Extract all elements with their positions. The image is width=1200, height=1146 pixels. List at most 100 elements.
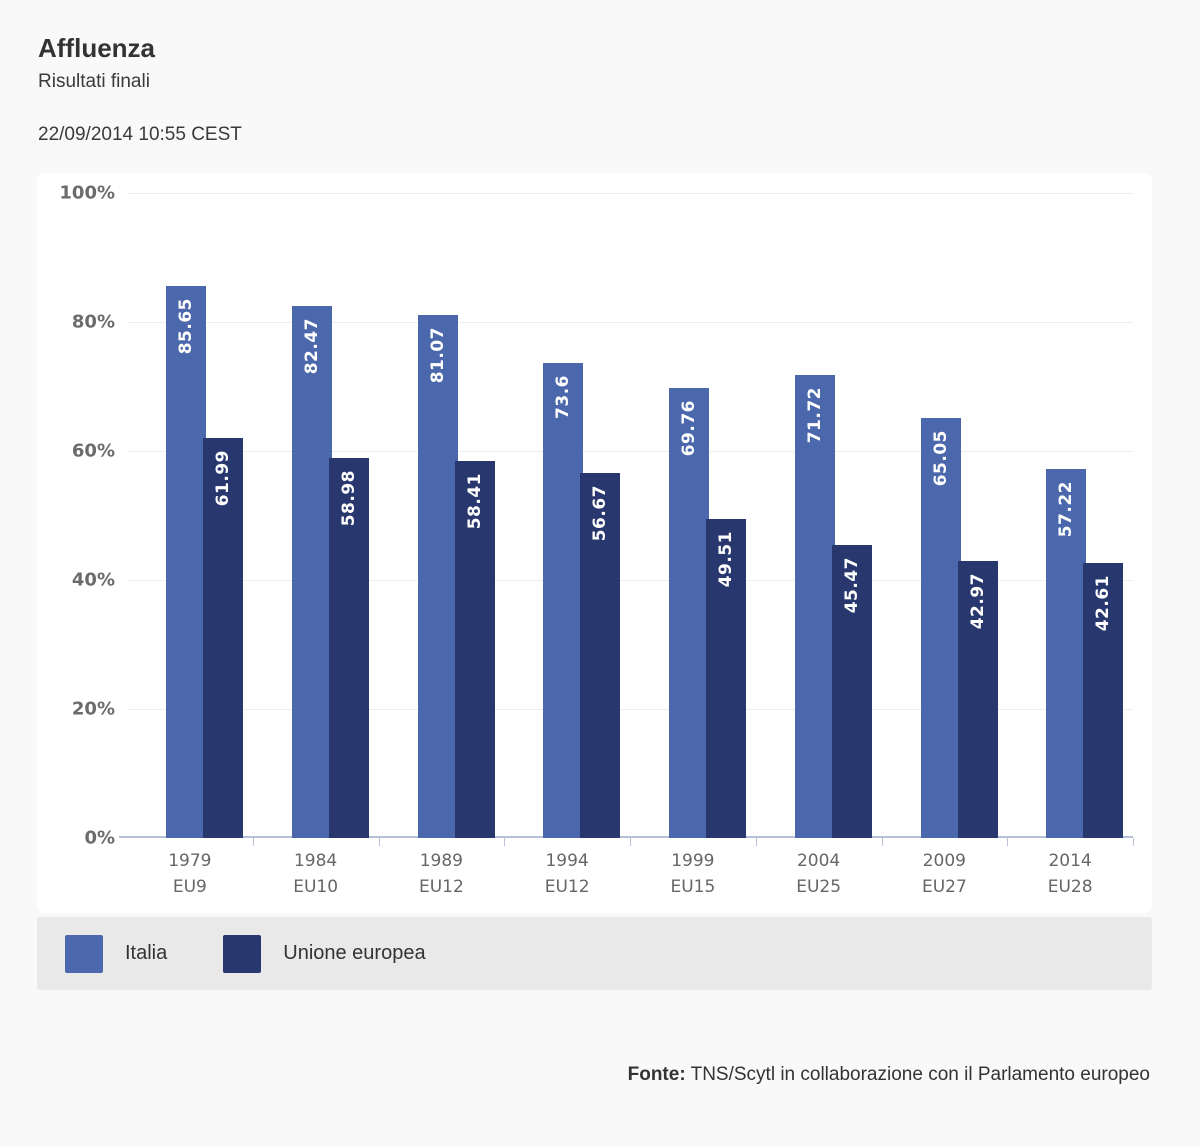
bar-unione-europea[interactable]: 42.97 — [957, 560, 998, 838]
bar-value-label: 65.05 — [930, 430, 951, 487]
timestamp: 22/09/2014 10:55 CEST — [38, 124, 242, 145]
bar-pair: 73.6 56.67 — [543, 193, 621, 838]
legend-item-italia[interactable]: Italia — [65, 934, 168, 973]
category-year-label: 1999 — [671, 851, 715, 871]
gridline — [127, 451, 1133, 452]
plot-area: 85.65 61.99 82.47 58.98 81.07 58.41 73.6 56.67 6… — [119, 193, 1134, 846]
x-axis-line — [119, 836, 1133, 838]
bar-italia[interactable]: 71.72 — [794, 375, 835, 838]
bar-pair: 85.65 61.99 — [166, 193, 243, 838]
x-axis: 1979 EU9 1984 EU10 1989 EU12 1994 EU12 1999 EU15 2… — [127, 848, 1133, 900]
bar-pair: 82.47 58.98 — [291, 193, 369, 838]
x-axis-tick — [1007, 838, 1009, 846]
legend-swatch-icon — [65, 934, 103, 973]
x-axis-tick — [378, 838, 380, 846]
category-eu-label: EU25 — [796, 877, 842, 897]
x-axis-tick — [504, 838, 506, 846]
x-axis-category: 1989 EU12 — [379, 848, 505, 900]
page-subtitle: Risultati finali — [38, 71, 150, 92]
bar-value-label: 58.41 — [464, 473, 485, 530]
bar-italia[interactable]: 85.65 — [166, 285, 206, 838]
bar-value-label: 49.51 — [716, 530, 736, 587]
category-eu-label: EU12 — [544, 877, 590, 897]
bar-value-label: 85.65 — [176, 297, 196, 354]
source-note: Fonte: TNS/Scytl in collaborazione con i… — [628, 1064, 1150, 1086]
bar-value-label: 42.97 — [967, 572, 988, 630]
gridline — [127, 709, 1133, 710]
category-year-label: 1994 — [545, 851, 589, 871]
category-year-label: 1979 — [168, 851, 212, 871]
bar-italia[interactable]: 73.6 — [543, 363, 584, 838]
x-axis-tick — [630, 838, 631, 846]
legend-label: Unione europea — [283, 942, 426, 964]
gridline — [127, 193, 1133, 194]
x-axis-category: 2004 EU25 — [756, 848, 882, 900]
bar-value-label: 56.67 — [590, 484, 611, 541]
source-label: Fonte: — [627, 1064, 686, 1085]
bar-italia[interactable]: 69.76 — [669, 388, 709, 838]
legend-label: Italia — [125, 942, 168, 964]
x-axis-tick — [252, 838, 254, 846]
bar-value-label: 71.72 — [804, 387, 825, 444]
bar-pair: 57.22 42.61 — [1046, 193, 1124, 838]
bar-value-label: 42.61 — [1093, 575, 1114, 632]
x-axis-category: 1999 EU15 — [630, 848, 756, 900]
gridline — [127, 580, 1133, 581]
bar-value-label: 61.99 — [213, 450, 233, 507]
bar-value-label: 45.47 — [841, 556, 862, 613]
x-axis-category: 1994 EU12 — [504, 848, 630, 900]
bar-unione-europea[interactable]: 56.67 — [580, 472, 621, 838]
category-year-label: 2004 — [796, 851, 841, 871]
y-axis-label: 40% — [71, 569, 115, 591]
bar-unione-europea[interactable]: 61.99 — [203, 438, 243, 838]
bar-value-label: 58.98 — [338, 469, 359, 526]
bar-unione-europea[interactable]: 45.47 — [831, 544, 872, 838]
bar-pair: 69.76 49.51 — [669, 193, 746, 838]
bar-pair: 81.07 58.41 — [417, 193, 495, 838]
legend-item-unione-europea[interactable]: Unione europea — [223, 934, 426, 973]
bar-unione-europea[interactable]: 49.51 — [706, 518, 746, 838]
y-axis: 0% 20% 40% 60% 80% 100% — [37, 183, 119, 849]
category-year-label: 1984 — [293, 851, 338, 871]
bar-italia[interactable]: 57.22 — [1046, 468, 1087, 838]
x-axis-category: 2009 EU27 — [882, 848, 1008, 900]
bar-italia[interactable]: 65.05 — [920, 418, 961, 838]
bar-italia[interactable]: 81.07 — [417, 315, 458, 838]
category-year-label: 2009 — [922, 851, 966, 871]
gridline — [127, 322, 1133, 323]
category-year-label: 1989 — [419, 851, 463, 871]
y-axis-label: 100% — [59, 182, 115, 204]
bar-value-label: 82.47 — [301, 318, 322, 375]
page-title: Affluenza — [38, 33, 155, 64]
category-eu-label: EU27 — [921, 877, 967, 897]
category-eu-label: EU28 — [1047, 877, 1093, 897]
bar-italia[interactable]: 82.47 — [291, 306, 332, 838]
x-axis-tick — [755, 838, 757, 846]
x-axis-category: 1984 EU10 — [253, 848, 379, 900]
chart-card: 0% 20% 40% 60% 80% 100% 85.65 61.99 82.47 58.98 8… — [37, 173, 1152, 913]
y-axis-label: 20% — [71, 698, 115, 720]
legend-swatch-icon — [223, 934, 262, 973]
y-axis-label: 0% — [84, 827, 115, 849]
x-axis-category: 1979 EU9 — [127, 848, 253, 900]
category-year-label: 2014 — [1048, 851, 1092, 871]
category-eu-label: EU12 — [418, 877, 464, 897]
x-axis-tick — [1133, 838, 1134, 846]
category-eu-label: EU10 — [293, 877, 339, 897]
category-eu-label: EU15 — [670, 877, 716, 897]
bar-unione-europea[interactable]: 58.98 — [328, 457, 369, 838]
chart-legend: Italia Unione europea — [37, 917, 1152, 990]
bar-value-label: 73.6 — [553, 375, 574, 420]
bar-unione-europea[interactable]: 58.41 — [454, 461, 495, 838]
bar-value-label: 69.76 — [679, 400, 699, 457]
bar-unione-europea[interactable]: 42.61 — [1083, 563, 1124, 838]
category-eu-label: EU9 — [172, 877, 207, 897]
x-axis-category: 2014 EU28 — [1007, 848, 1133, 900]
bar-pair: 71.72 45.47 — [794, 193, 872, 838]
source-text: TNS/Scytl in collaborazione con il Parla… — [690, 1064, 1150, 1085]
bar-value-label: 81.07 — [427, 327, 448, 384]
y-axis-label: 80% — [71, 311, 115, 333]
x-axis-tick — [881, 838, 883, 846]
bar-value-label: 57.22 — [1056, 480, 1077, 538]
bar-pair: 65.05 42.97 — [920, 193, 998, 838]
